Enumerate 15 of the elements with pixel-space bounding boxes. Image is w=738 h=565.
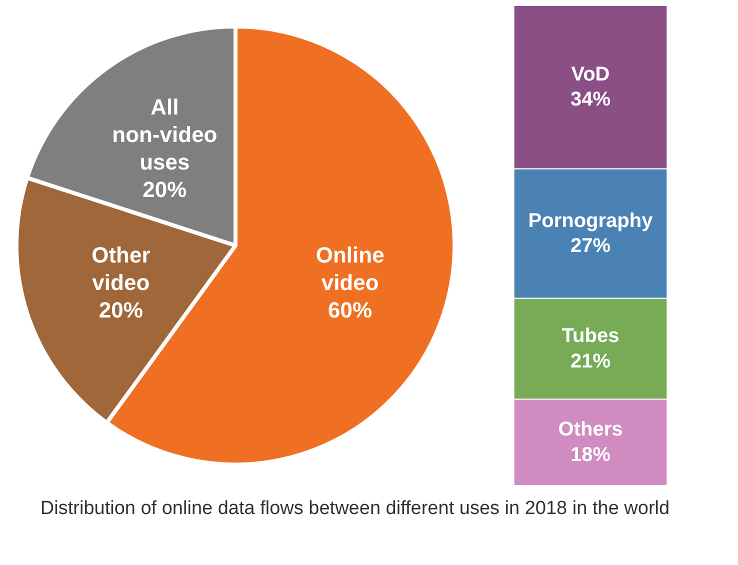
- slice-label: Other video: [92, 242, 151, 296]
- series-label: Others: [558, 418, 623, 441]
- series-label: VoD: [571, 63, 610, 86]
- data-label: 60%: [328, 298, 372, 323]
- text: Distribution of online data flows between different uses in 2018 in the world: [40, 497, 670, 521]
- slice-label: All non-video uses: [112, 94, 218, 175]
- data-label: 27%: [570, 235, 611, 258]
- data-label: 20%: [142, 177, 187, 202]
- data-label: 34%: [570, 88, 611, 111]
- series-label: Pornography: [528, 210, 654, 232]
- data-label: 21%: [570, 350, 611, 372]
- series-label: Tubes: [562, 325, 620, 348]
- data-label: 18%: [570, 444, 611, 466]
- slice-label: Online video: [316, 242, 384, 296]
- data-label: 20%: [98, 298, 143, 323]
